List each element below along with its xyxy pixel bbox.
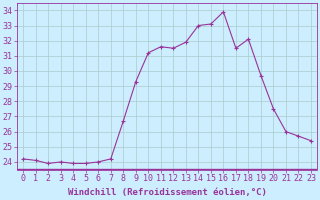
X-axis label: Windchill (Refroidissement éolien,°C): Windchill (Refroidissement éolien,°C) [68,188,267,197]
